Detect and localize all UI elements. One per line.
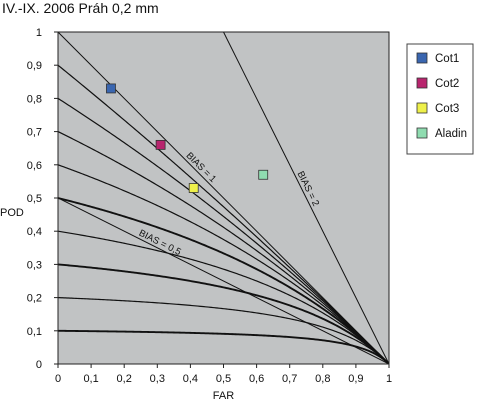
x-tick-label-3: 0,3	[150, 373, 165, 385]
csi-contour-0.8	[58, 97, 389, 364]
csi-contour-0.3	[58, 263, 389, 364]
legend-label-cot2: Cot2	[435, 78, 459, 90]
csi-contour-0.9	[58, 64, 389, 364]
legend-marker-cot1	[416, 52, 428, 64]
legend-marker-aladin	[416, 127, 428, 139]
data-point-cot1	[106, 83, 116, 94]
x-tick-label-8: 0,8	[315, 373, 330, 385]
plot-curves	[58, 32, 389, 364]
y-tick-label-2: 0,2	[27, 293, 42, 305]
legend-label-aladin: Aladin	[435, 128, 467, 140]
bias-line-2	[223, 32, 389, 364]
y-tick-label-6: 0,6	[27, 160, 42, 172]
csi-contour-0.5	[58, 197, 389, 364]
y-tick-label-3: 0,3	[27, 259, 42, 271]
y-tick-label-5: 0,5	[27, 193, 42, 205]
x-tick-label-9: 0,9	[348, 373, 363, 385]
y-tick-label-0: 0	[36, 359, 42, 371]
x-tick-label-7: 0,7	[282, 373, 297, 385]
csi-contour-0.2	[58, 297, 389, 364]
axes: 0 0,1 0,2 0,3 0,4 0,5 0,6 0,7 0,8 0,9 1 0 0,1 0,2 0,3 0…	[0, 27, 392, 402]
x-tick-label-1: 0,1	[83, 373, 98, 385]
x-tick-label-6: 0,6	[249, 373, 264, 385]
csi-contour-0.6	[58, 164, 389, 364]
legend-marker-cot2	[416, 77, 428, 89]
csi-contour-0.7	[58, 131, 389, 364]
y-tick-label-8: 0,8	[27, 93, 42, 105]
csi-contour-0.1	[58, 329, 389, 364]
legend-marker-cot3	[416, 102, 428, 114]
x-axis-title: FAR	[213, 390, 234, 402]
data-point-cot2	[155, 139, 166, 150]
x-tick-label-10: 1	[386, 373, 392, 385]
chart-title: IV.-IX. 2006 Práh 0,2 mm	[2, 0, 159, 16]
legend-label-cot3: Cot3	[435, 103, 459, 115]
y-tick-label-10: 1	[36, 27, 42, 39]
legend-label-cot1: Cot1	[435, 53, 459, 65]
csi-contour-0.4	[58, 230, 389, 364]
x-tick-label-5: 0,5	[216, 373, 231, 385]
bias-line-0	[58, 197, 389, 364]
y-tick-label-1: 0,1	[27, 326, 42, 338]
y-tick-label-4: 0,4	[27, 226, 42, 238]
y-axis-title: POD	[0, 207, 24, 219]
x-tick-label-0: 0	[55, 373, 61, 385]
data-point-cot3	[188, 183, 199, 193]
y-tick-label-7: 0,7	[27, 127, 42, 139]
x-tick-label-4: 0,4	[183, 373, 198, 385]
y-tick-label-9: 0,9	[27, 60, 42, 72]
data-point-aladin	[258, 169, 269, 180]
x-tick-label-2: 0,2	[117, 373, 132, 385]
legend: Cot1 Cot2 Cot3 Aladin	[406, 43, 474, 155]
